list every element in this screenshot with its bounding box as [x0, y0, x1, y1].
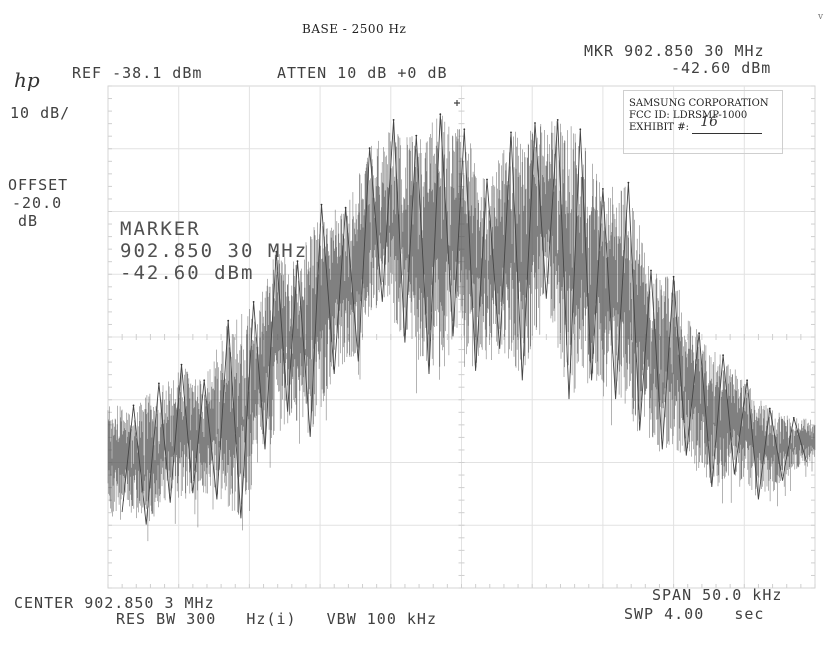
base-label: BASE - 2500 Hz	[302, 22, 407, 36]
trace-peak	[158, 382, 160, 385]
reference-level: REF -38.1 dBm	[72, 64, 203, 82]
marker-readout-level: -42.60 dBm	[671, 59, 772, 77]
stamp-fcc-id: FCC ID: LDRSMP-1000	[629, 110, 748, 121]
trace-peak	[672, 275, 675, 278]
scale-per-division: 10 dB/	[10, 104, 71, 122]
trace-peak	[252, 301, 255, 303]
marker-point	[454, 100, 460, 106]
trace-peak	[132, 404, 135, 407]
frequency-span: SPAN 50.0 kHz	[652, 586, 783, 604]
trace-peak	[722, 354, 724, 357]
trace-peak	[392, 119, 395, 121]
trace-peak	[320, 203, 323, 206]
attenuation: ATTEN 10 dB +0 dB	[277, 64, 448, 82]
trace-peak	[534, 122, 536, 124]
stamp-company: SAMSUNG CORPORATION	[629, 98, 769, 109]
trace-peak	[556, 119, 559, 121]
bandwidth-settings: RES BW 300 Hz(i) VBW 100 kHz	[116, 610, 437, 628]
trace-peak	[296, 260, 299, 262]
center-frequency: CENTER 902.850 3 MHz	[14, 594, 215, 612]
trace-peak	[344, 206, 347, 209]
graticule-ticks	[107, 85, 816, 589]
marker-level: -42.60 dBm	[120, 262, 255, 284]
corner-mark: v	[818, 12, 825, 22]
trace-peak	[275, 250, 278, 253]
trace-peak	[368, 147, 371, 150]
trace-peak	[698, 332, 700, 335]
hp-logo: hp	[14, 68, 40, 92]
trace-peak	[510, 131, 512, 134]
trace-peak	[180, 363, 183, 366]
trace-peak	[415, 134, 418, 137]
trace-peak	[746, 379, 748, 382]
stamp-exhibit-label: EXHIBIT #:	[629, 122, 689, 133]
sweep-time: SWP 4.00 sec	[624, 605, 765, 623]
trace-peak	[227, 319, 230, 322]
marker-annotation: MARKER 902.850 30 MHz -42.60 dBm	[120, 218, 308, 284]
exhibit-stamp: SAMSUNG CORPORATION FCC ID: LDRSMP-1000 …	[623, 90, 783, 154]
spectrum-trace	[107, 113, 816, 542]
trace-peak	[768, 407, 771, 410]
trace-peak	[627, 181, 630, 184]
trace-peak	[650, 269, 652, 272]
trace-peak	[579, 128, 582, 131]
offset-value: -20.0	[12, 194, 63, 212]
trace-peak	[203, 379, 206, 382]
trace-peak	[792, 417, 795, 419]
marker-frequency: 902.850 30 MHz	[120, 240, 309, 262]
marker-readout-freq: MKR 902.850 30 MHz	[584, 42, 765, 60]
exhibit-number: 16	[700, 114, 719, 130]
offset-label: OFFSET	[8, 176, 69, 194]
offset-unit: dB	[18, 212, 39, 230]
trace-peak	[486, 178, 488, 181]
trace-peak	[602, 188, 604, 190]
marker-title: MARKER	[120, 218, 201, 240]
trace-peak	[463, 128, 466, 131]
trace-peak	[439, 113, 442, 116]
